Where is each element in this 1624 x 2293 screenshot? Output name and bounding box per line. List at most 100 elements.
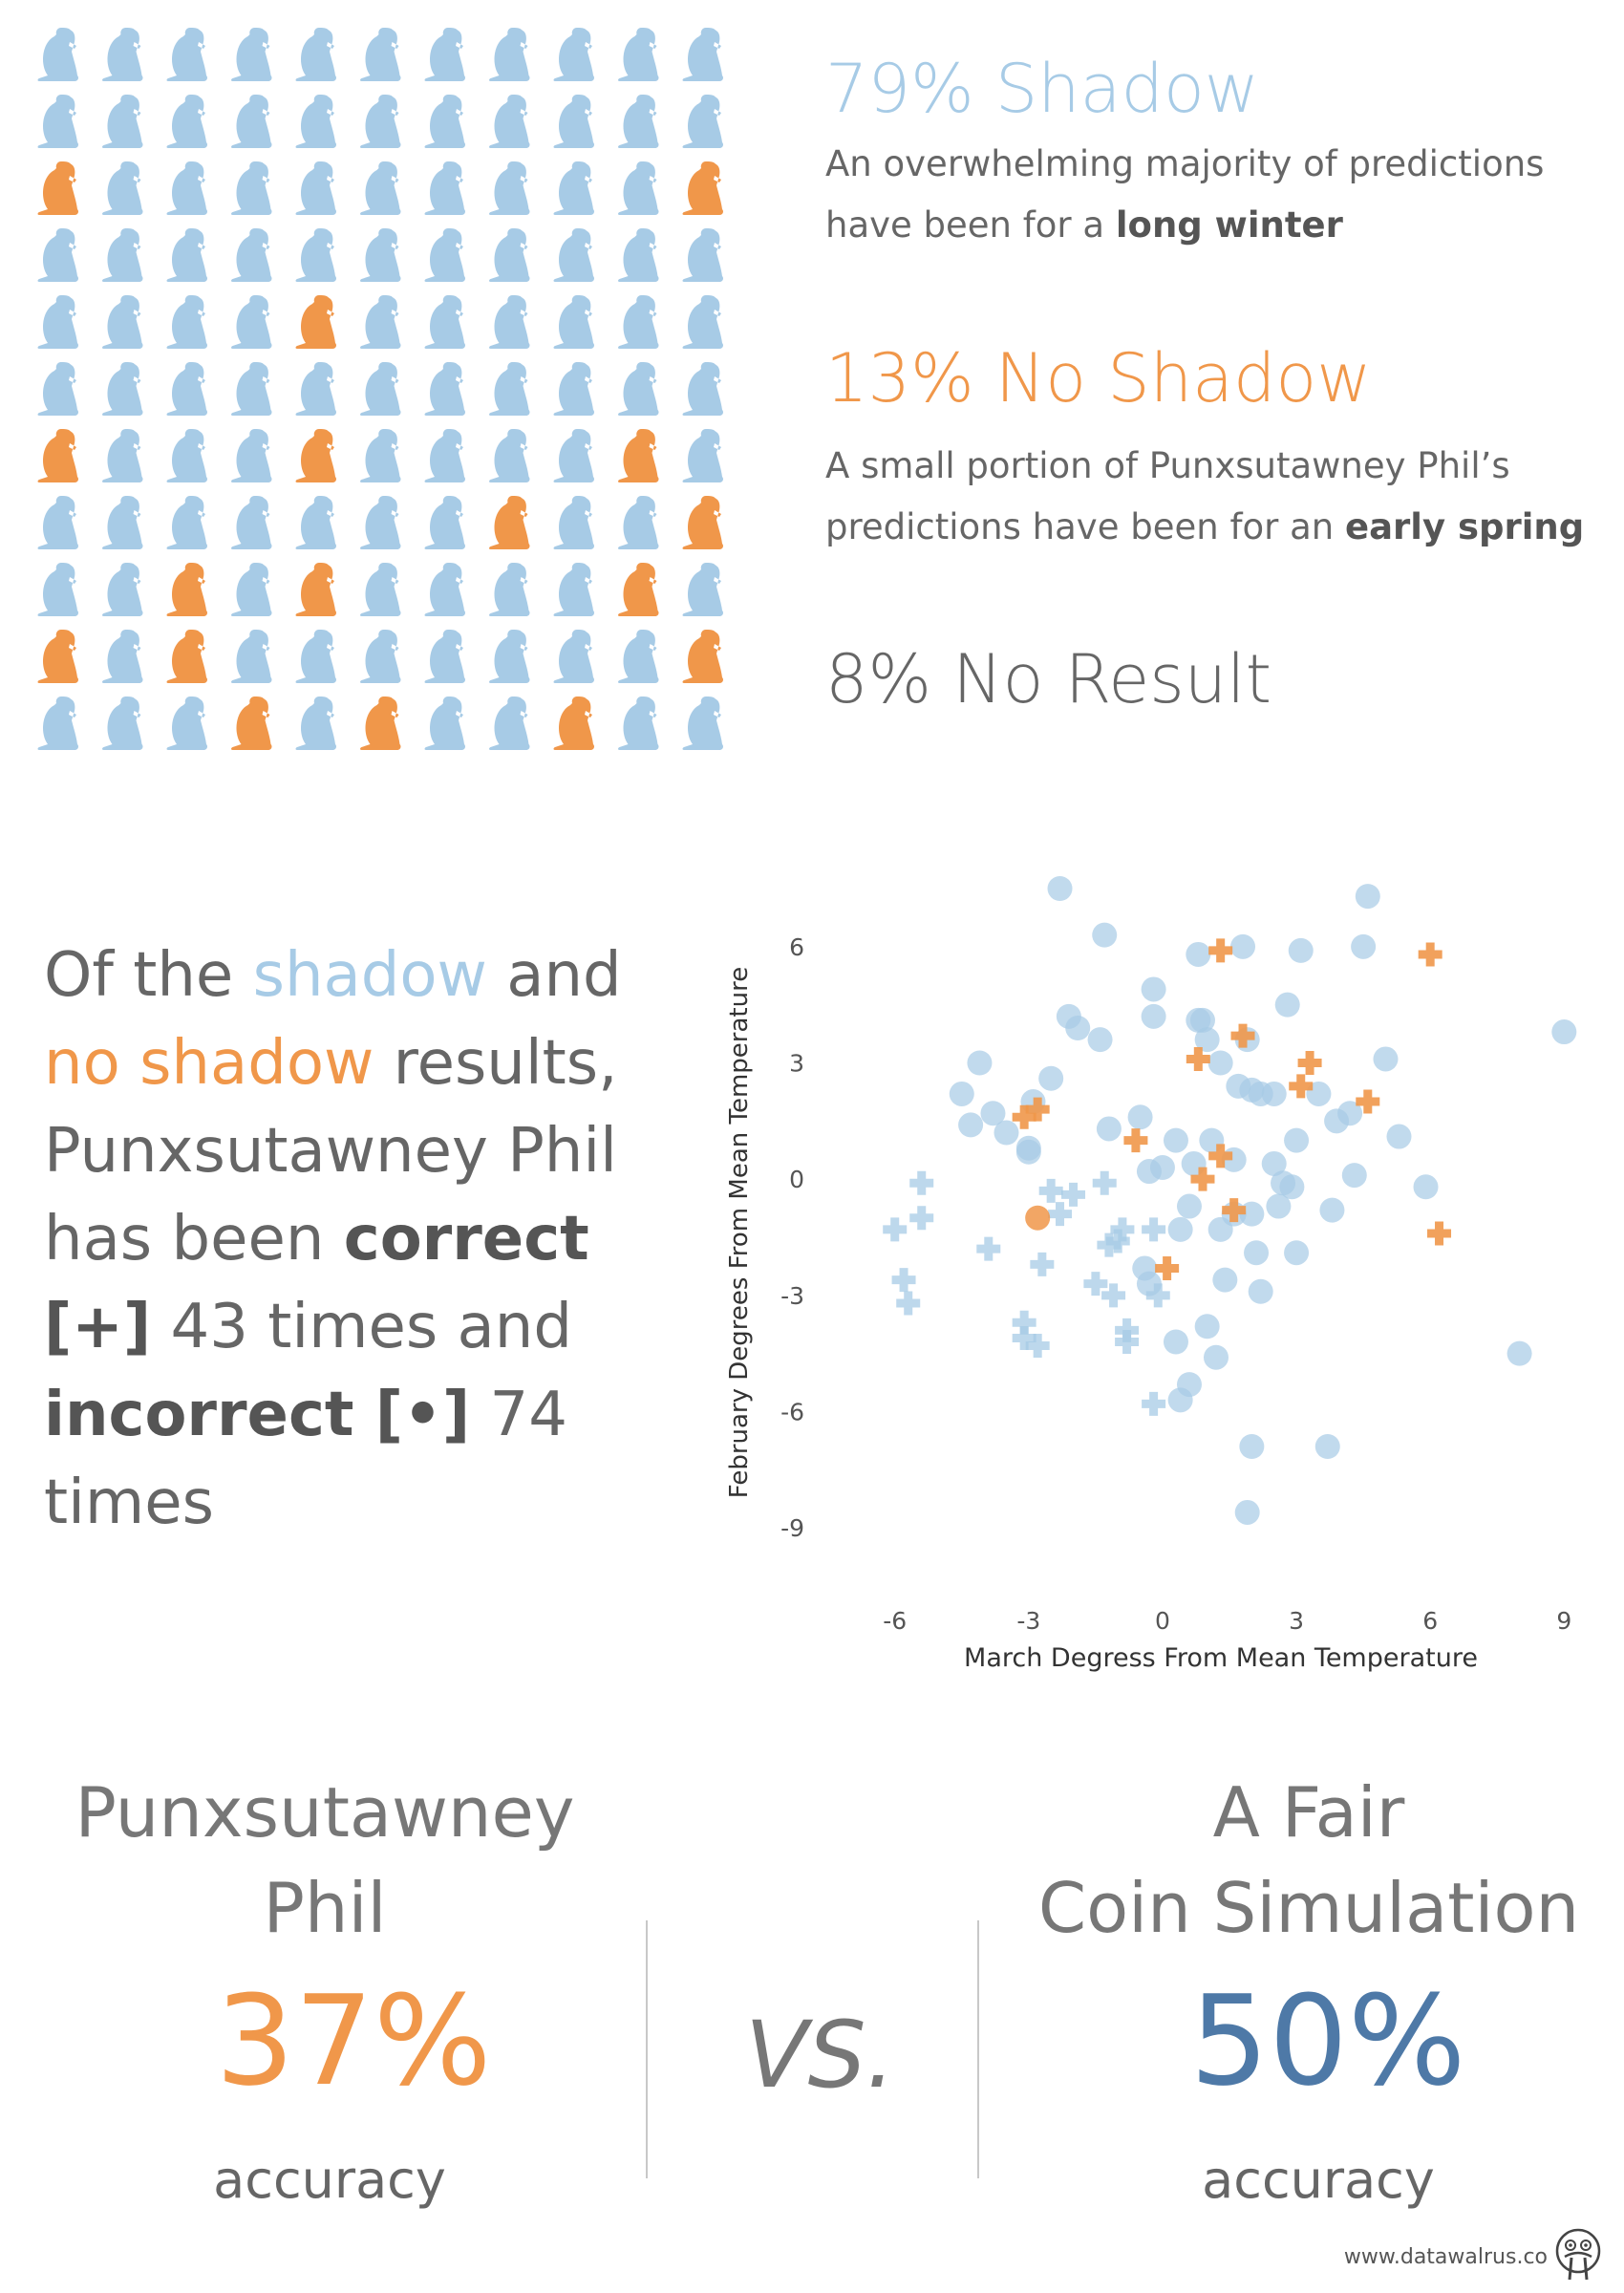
y-tick-label: 3	[789, 1050, 804, 1078]
data-point-shadow-correct	[1110, 1217, 1135, 1242]
groundhog-icon-shadow	[166, 28, 207, 81]
data-point-shadow-incorrect	[1047, 876, 1073, 901]
y-tick-label: 6	[789, 933, 804, 961]
data-point-shadow-incorrect	[1141, 976, 1166, 1002]
no-result-headline: 8% No Result	[825, 640, 1272, 718]
groundhog-icon-shadow	[618, 95, 659, 148]
groundhog-icon-shadow	[424, 28, 465, 81]
groundhog-icon-no-shadow	[37, 161, 78, 215]
footer-url[interactable]: www.datawalrus.co	[1343, 2245, 1548, 2269]
groundhog-icon-shadow	[618, 28, 659, 81]
summary-text-2: and	[486, 940, 622, 1011]
data-point-shadow-incorrect	[1239, 1434, 1265, 1459]
groundhog-icon-shadow	[295, 28, 336, 81]
groundhog-icon-shadow	[553, 630, 594, 683]
no-shadow-line2-prefix: predictions have been for an	[825, 506, 1345, 547]
data-point-shadow-incorrect	[1163, 1127, 1188, 1153]
early-spring-emphasis: early spring	[1344, 506, 1585, 547]
data-point-shadow-incorrect	[1038, 1065, 1064, 1091]
data-point-shadow-incorrect	[1136, 1271, 1162, 1297]
walrus-icon	[1555, 2228, 1601, 2281]
groundhog-icon-shadow	[618, 295, 659, 349]
groundhog-icon-shadow	[166, 362, 207, 416]
groundhog-icon-shadow	[424, 362, 465, 416]
data-point-shadow-incorrect	[1288, 937, 1314, 963]
data-point-shadow-incorrect	[1207, 1050, 1233, 1076]
shadow-line2-prefix: have been for a	[825, 204, 1116, 246]
groundhog-icon-shadow	[295, 95, 336, 148]
groundhog-icon-shadow	[231, 28, 272, 81]
groundhog-icon-shadow	[102, 429, 143, 482]
data-point-shadow-incorrect	[1319, 1197, 1345, 1223]
groundhog-icon-shadow	[37, 696, 78, 750]
data-point-shadow-incorrect	[1194, 1314, 1220, 1339]
data-point-shadow-incorrect	[1203, 1344, 1229, 1370]
groundhog-icon-shadow	[37, 228, 78, 282]
data-point-no-shadow-correct	[1427, 1221, 1452, 1246]
groundhog-icon-shadow	[360, 295, 401, 349]
groundhog-icon-shadow	[295, 496, 336, 549]
groundhog-icon-shadow	[553, 496, 594, 549]
groundhog-icon-shadow	[553, 28, 594, 81]
divider-left	[646, 1920, 648, 2178]
data-point-shadow-correct	[1048, 1202, 1073, 1227]
data-point-shadow-incorrect	[1261, 1081, 1287, 1106]
x-tick-label: -6	[883, 1607, 907, 1635]
data-point-no-shadow-correct	[1230, 1023, 1255, 1048]
groundhog-icon-shadow	[360, 429, 401, 482]
x-tick-label: 3	[1289, 1607, 1304, 1635]
data-point-shadow-incorrect	[1314, 1434, 1340, 1459]
divider-right	[977, 1920, 979, 2178]
groundhog-icon-no-shadow	[231, 696, 272, 750]
groundhog-icon-shadow	[489, 696, 530, 750]
data-point-shadow-incorrect	[1351, 933, 1377, 959]
x-tick-label: -3	[1016, 1607, 1040, 1635]
groundhog-icon-no-shadow	[618, 429, 659, 482]
groundhog-icon-shadow	[489, 95, 530, 148]
coin-accuracy-value: 50%	[1189, 1968, 1466, 2113]
summary-text-3: results, Punxsutawney Phil has been	[44, 1028, 618, 1275]
data-point-shadow-correct	[1105, 1229, 1130, 1254]
groundhog-icon-shadow	[102, 28, 143, 81]
data-point-shadow-incorrect	[1226, 1073, 1251, 1099]
groundhog-icon-shadow	[553, 362, 594, 416]
groundhog-icon-shadow	[424, 228, 465, 282]
groundhog-icon-shadow	[102, 161, 143, 215]
groundhog-icon-shadow	[682, 95, 723, 148]
groundhog-icon-shadow	[489, 563, 530, 616]
groundhog-icon-shadow	[424, 295, 465, 349]
shadow-description-line1: An overwhelming majority of predictions	[825, 143, 1545, 184]
groundhog-icon-shadow	[489, 295, 530, 349]
groundhog-icon-shadow	[102, 563, 143, 616]
y-tick-label: 0	[789, 1166, 804, 1193]
groundhog-icon-shadow	[424, 161, 465, 215]
groundhog-icon-no-shadow	[682, 161, 723, 215]
groundhog-icon-shadow	[231, 228, 272, 282]
data-point-shadow-incorrect	[1136, 1159, 1162, 1185]
y-tick-label: -6	[780, 1399, 804, 1426]
data-point-no-shadow-correct	[1186, 1046, 1210, 1071]
groundhog-icon-shadow	[682, 362, 723, 416]
shadow-description: An overwhelming majority of predictions …	[825, 134, 1544, 256]
data-point-shadow-incorrect	[994, 1120, 1019, 1146]
groundhog-icon-shadow	[618, 228, 659, 282]
groundhog-icon-shadow	[166, 496, 207, 549]
shadow-headline: 79% Shadow	[825, 50, 1260, 128]
summary-text-5: 74 times	[44, 1380, 567, 1538]
groundhog-icon-shadow	[360, 563, 401, 616]
groundhog-icon-no-shadow	[682, 630, 723, 683]
data-point-no-shadow-correct	[1222, 1198, 1247, 1223]
groundhog-icon-shadow	[295, 630, 336, 683]
groundhog-icon-shadow	[102, 228, 143, 282]
phil-title-line2: Phil	[263, 1868, 387, 1948]
data-point-shadow-incorrect	[1163, 1329, 1188, 1355]
groundhog-icon-shadow	[424, 630, 465, 683]
y-axis-label: February Degrees From Mean Temperature	[725, 967, 754, 1498]
data-point-shadow-incorrect	[1506, 1340, 1532, 1366]
groundhog-icon-shadow	[166, 228, 207, 282]
data-point-shadow-incorrect	[1141, 1003, 1166, 1029]
data-point-shadow-incorrect	[1189, 1007, 1215, 1033]
phil-accuracy-value: 37%	[215, 1968, 492, 2113]
groundhog-icon-no-shadow	[37, 630, 78, 683]
groundhog-icon-shadow	[231, 429, 272, 482]
